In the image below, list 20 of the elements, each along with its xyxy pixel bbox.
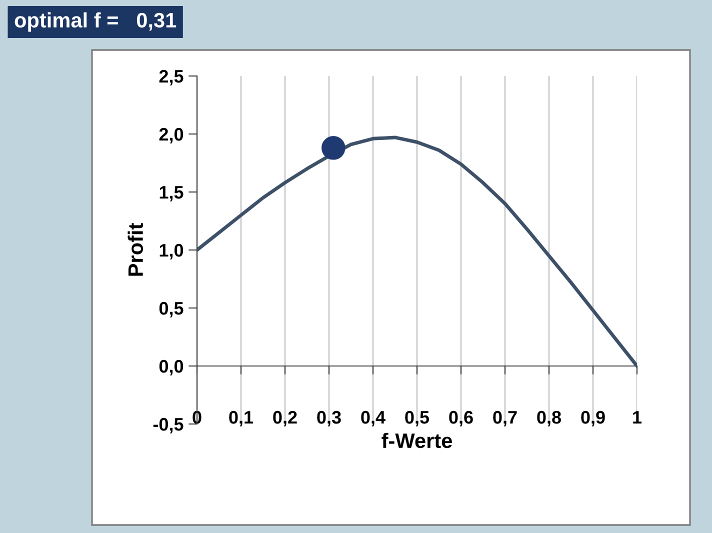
y-tick-label: 0,0 bbox=[159, 360, 184, 376]
x-tick-label: 0,2 bbox=[273, 410, 297, 426]
x-tick-label: 0,6 bbox=[449, 410, 473, 426]
y-tick-label: -0,5 bbox=[153, 418, 184, 434]
x-tick-label: 1 bbox=[633, 411, 642, 424]
chart-title: optimal f = 0,31 bbox=[14, 12, 176, 32]
y-tick-label: 2,5 bbox=[159, 70, 184, 86]
y-tick-label: 0,5 bbox=[159, 302, 184, 318]
x-axis-title: f-Werte bbox=[382, 432, 452, 448]
y-axis-title: Profit bbox=[128, 223, 144, 276]
x-tick-label: 0,5 bbox=[405, 410, 430, 426]
y-tick-label: 2,0 bbox=[159, 128, 184, 144]
x-tick-label: 0,1 bbox=[229, 410, 254, 426]
x-tick-label: 0,7 bbox=[493, 410, 517, 426]
y-tick-label: 1,5 bbox=[160, 186, 184, 202]
x-tick-label: 0,9 bbox=[581, 410, 605, 426]
x-tick-label: 0,3 bbox=[317, 410, 341, 426]
x-tick-label: 0,4 bbox=[361, 410, 386, 426]
y-tick-label: 1,0 bbox=[160, 244, 184, 260]
x-tick-label: 0,8 bbox=[537, 410, 561, 426]
